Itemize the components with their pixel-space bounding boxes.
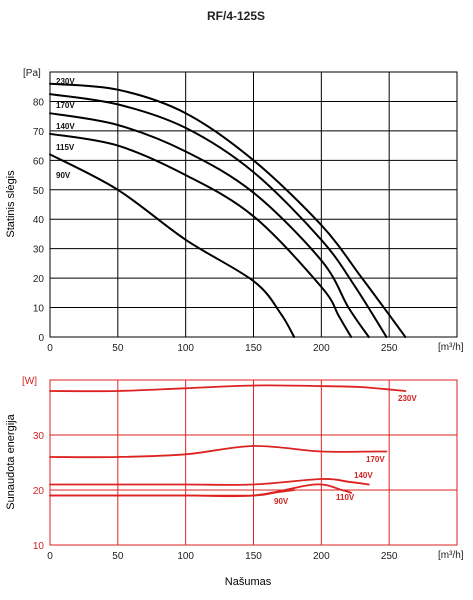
x-tick-label: 50 [112,551,124,562]
x-tick-label: 250 [381,551,398,562]
x-tick-label: 200 [313,343,330,354]
pressure-x-ticks: 0 50 100 150 200 250 [47,343,398,354]
x-tick-label: 200 [313,551,330,562]
y-tick-label: 10 [33,541,45,552]
power-y-ticks: 10 20 30 [33,431,45,552]
x-tick-label: 150 [245,343,262,354]
power-y-axis-title: Sunaudota energija [5,413,17,509]
y-tick-label: 0 [38,333,44,344]
series-line-170v [49,445,388,459]
y-tick-label: 50 [33,186,45,197]
x-tick-label: 0 [47,343,53,354]
y-tick-label: 60 [33,156,45,167]
y-tick-label: 20 [33,274,45,285]
series-line-230v [49,384,407,393]
pressure-y-ticks: 0 10 20 30 40 50 60 70 80 [33,97,45,344]
x-axis-title: Našumas [225,576,272,588]
power-x-unit: [m³/h] [438,550,464,561]
series-label-90v: 90V [56,171,71,180]
y-tick-label: 20 [33,486,45,497]
y-tick-label: 30 [33,245,45,256]
x-tick-label: 100 [177,343,194,354]
pressure-grid [50,72,457,337]
chart-title: RF/4-125S [207,9,265,23]
power-grid [50,380,457,545]
series-line-140v [49,112,370,338]
y-tick-label: 10 [33,304,45,315]
series-line-90v [49,153,296,338]
series-label-230v: 230V [398,394,417,403]
power-x-ticks: 0 50 100 150 200 250 [47,551,398,562]
series-label-170v: 170V [56,101,75,110]
x-tick-label: 100 [177,551,194,562]
series-label-110v: 110V [336,493,355,502]
series-line-115v [49,132,353,338]
series-label-140v: 140V [56,122,75,131]
pressure-x-unit: [m³/h] [438,342,464,353]
x-tick-label: 50 [112,343,124,354]
series-line-90v [49,489,296,497]
x-tick-label: 150 [245,551,262,562]
series-label-140v: 140V [354,471,373,480]
series-label-170v: 170V [366,455,385,464]
y-tick-label: 40 [33,215,45,226]
pressure-series-labels: 230V 170V 140V 115V 90V [56,77,75,180]
series-label-90v: 90V [274,497,289,506]
power-series-labels: 230V 170V 140V 110V 90V [274,394,417,506]
series-label-230v: 230V [56,77,75,86]
series-line-230v [49,82,407,338]
series-line-140v [49,478,370,486]
y-tick-label: 80 [33,97,45,108]
y-tick-label: 70 [33,127,45,138]
x-tick-label: 250 [381,343,398,354]
pressure-series [49,82,407,338]
pressure-y-unit: [Pa] [23,68,41,79]
power-panel: 10 20 30 0 50 100 150 200 250 230V 170V 140V 110V 9… [5,376,464,588]
series-line-170v [49,93,388,338]
pressure-panel: 0 10 20 30 40 50 60 70 80 0 50 100 150 200 250 230V 17… [5,68,464,354]
y-tick-label: 30 [33,431,45,442]
series-label-115v: 115V [56,143,75,152]
x-tick-label: 0 [47,551,53,562]
pressure-y-axis-title: Statinis slėgis [5,170,17,238]
power-series [49,384,407,498]
power-y-unit: [W] [22,376,37,387]
